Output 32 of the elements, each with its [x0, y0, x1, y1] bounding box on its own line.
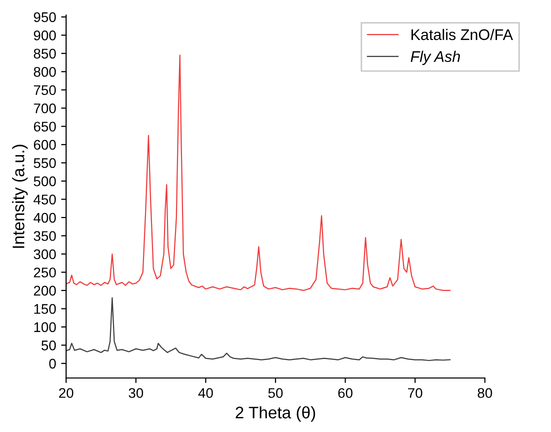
y-tick-label: 650: [34, 122, 56, 132]
y-tick-label: 500: [34, 176, 56, 186]
y-tick-label: 0: [49, 358, 56, 369]
y-tick-label: 350: [34, 231, 56, 241]
y-tick-label: 850: [34, 48, 56, 59]
y-tick-label: 950: [34, 12, 56, 22]
line-series: [66, 297, 451, 362]
y-tick-label: 600: [34, 140, 56, 150]
x-tick-label: 50: [268, 388, 283, 398]
y-axis-title: Intensity (a.u.): [12, 144, 28, 248]
legend-label: Katalis ZnO/FA: [412, 28, 513, 40]
x-tick-label: 40: [198, 388, 213, 398]
y-tick-label: 800: [34, 66, 56, 77]
y-tick-label: 700: [34, 103, 56, 114]
x-tick-label: 80: [478, 388, 492, 398]
x-tick-label: 60: [338, 388, 352, 398]
y-tick-label: 450: [34, 194, 56, 204]
y-tick-label: 200: [34, 286, 56, 296]
y-tick-label: 900: [34, 30, 56, 40]
y-tick-label: 250: [34, 268, 56, 278]
legend-label: Fly Ash: [410, 50, 460, 65]
y-tick-label: 100: [34, 322, 56, 332]
y-tick-label: 400: [34, 212, 56, 223]
x-tick-label: 70: [408, 388, 422, 398]
x-axis-title: 2 Theta (θ): [236, 406, 316, 422]
y-tick-label: 150: [34, 304, 56, 314]
x-tick-label: 30: [128, 388, 144, 398]
y-tick-label: 300: [34, 249, 56, 260]
x-tick-label: 20: [59, 388, 74, 398]
y-tick-label: 750: [34, 85, 56, 96]
y-tick-label: 550: [34, 158, 56, 168]
y-tick-label: 50: [42, 340, 56, 350]
